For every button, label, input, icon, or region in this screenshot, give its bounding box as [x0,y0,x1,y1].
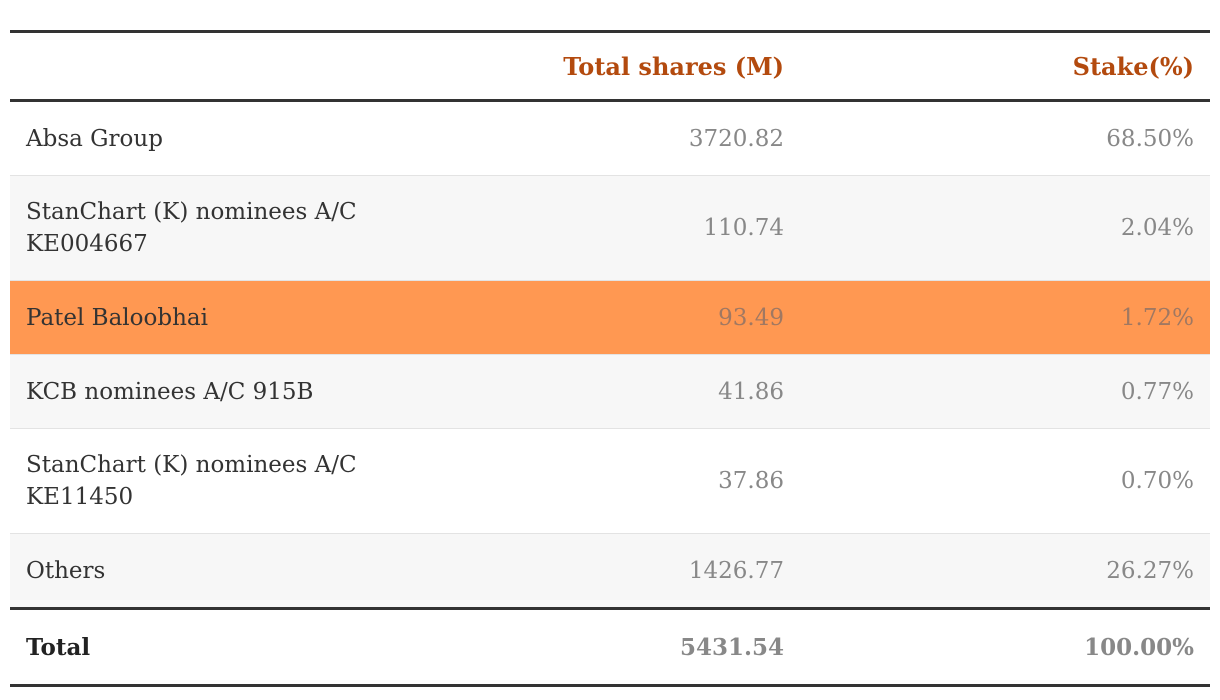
total-row: Total 5431.54 100.00% [10,608,1210,686]
header-name [10,32,390,101]
total-shares-value: 1426.77 [390,533,800,609]
table-row: Others 1426.77 26.27% [10,533,1210,609]
total-label: Total [26,633,91,661]
total-shares-value: 37.86 [390,428,800,534]
shareholder-name: KCB nominees A/C 915B [10,354,390,429]
table-footer: Total 5431.54 100.00% [10,608,1210,686]
total-shares-value: 93.49 [390,280,800,355]
total-shares-value: 41.86 [390,354,800,429]
table-row: KCB nominees A/C 915B 41.86 0.77% [10,354,1210,429]
total-shares-value: 3720.82 [390,100,800,176]
shareholder-name: Absa Group [10,100,390,176]
table-row: StanChart (K) nominees A/C KE004667 110.… [10,175,1210,281]
table-row-highlighted: Patel Baloobhai 93.49 1.72% [10,280,1210,355]
stake-value: 68.50% [800,100,1210,176]
shareholder-name: Patel Baloobhai [10,280,390,355]
stake-value: 1.72% [800,280,1210,355]
shareholder-name: StanChart (K) nominees A/C KE11450 [10,428,390,534]
header-row: Total shares (M) Stake(%) [10,31,1210,101]
table-header: Total shares (M) Stake(%) [10,31,1210,101]
table-row: Absa Group 3720.82 68.50% [10,100,1210,176]
shareholders-table: Total shares (M) Stake(%) Absa Group 372… [10,30,1210,687]
stake-value: 26.27% [800,533,1210,609]
total-shares-sum: 5431.54 [679,633,784,661]
table-row: StanChart (K) nominees A/C KE11450 37.86… [10,428,1210,534]
shareholders-table-container: Total shares (M) Stake(%) Absa Group 372… [10,30,1210,687]
table-body: Absa Group 3720.82 68.50% StanChart (K) … [10,100,1210,609]
header-stake: Stake(%) [1072,51,1194,81]
shareholder-name: StanChart (K) nominees A/C KE004667 [10,175,390,281]
shareholder-name: Others [10,533,390,609]
total-shares-value: 110.74 [390,175,800,281]
stake-value: 2.04% [800,175,1210,281]
total-stake-sum: 100.00% [1084,633,1194,661]
stake-value: 0.77% [800,354,1210,429]
stake-value: 0.70% [800,428,1210,534]
header-total-shares: Total shares (M) [563,51,784,81]
